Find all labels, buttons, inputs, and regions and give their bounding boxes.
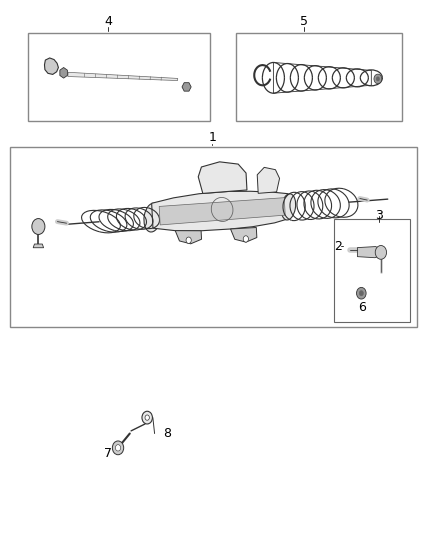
Polygon shape bbox=[175, 231, 201, 244]
Circle shape bbox=[243, 236, 248, 242]
Circle shape bbox=[113, 441, 124, 455]
Text: 8: 8 bbox=[163, 427, 171, 440]
Ellipse shape bbox=[281, 194, 296, 220]
Circle shape bbox=[145, 415, 149, 420]
Polygon shape bbox=[33, 244, 44, 248]
Bar bbox=[237, 33, 402, 120]
Ellipse shape bbox=[144, 203, 161, 232]
Polygon shape bbox=[257, 167, 279, 193]
Circle shape bbox=[32, 219, 45, 235]
Text: 1: 1 bbox=[208, 131, 216, 144]
Bar bbox=[10, 147, 417, 327]
Circle shape bbox=[375, 246, 387, 259]
Polygon shape bbox=[182, 83, 191, 91]
Circle shape bbox=[376, 77, 380, 81]
Text: 7: 7 bbox=[104, 447, 112, 459]
Polygon shape bbox=[159, 198, 285, 225]
Text: 4: 4 bbox=[104, 14, 112, 28]
Polygon shape bbox=[198, 162, 247, 193]
Circle shape bbox=[116, 445, 120, 451]
Circle shape bbox=[142, 411, 152, 424]
Text: 3: 3 bbox=[375, 209, 383, 222]
Circle shape bbox=[374, 74, 382, 84]
Polygon shape bbox=[152, 191, 289, 231]
Text: 6: 6 bbox=[358, 301, 366, 314]
Polygon shape bbox=[230, 228, 257, 242]
Circle shape bbox=[186, 237, 191, 244]
Polygon shape bbox=[68, 72, 178, 80]
Bar bbox=[28, 33, 210, 120]
Polygon shape bbox=[45, 58, 58, 75]
Circle shape bbox=[359, 290, 364, 296]
Text: 5: 5 bbox=[300, 14, 308, 28]
Text: 2: 2 bbox=[334, 240, 342, 253]
Circle shape bbox=[357, 287, 366, 299]
Polygon shape bbox=[357, 247, 382, 257]
Bar bbox=[334, 219, 410, 322]
Polygon shape bbox=[60, 68, 67, 78]
